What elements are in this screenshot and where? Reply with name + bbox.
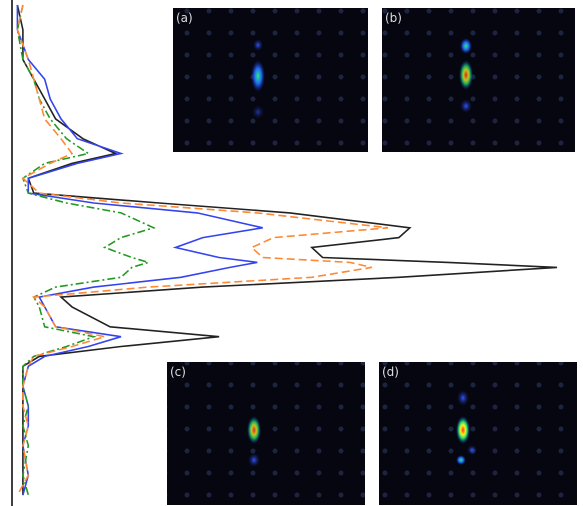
profile-line bbox=[16, 4, 156, 496]
inset-d: (d) bbox=[379, 362, 577, 505]
panel-label: (d) bbox=[382, 365, 399, 379]
profiles bbox=[16, 4, 558, 496]
panel-label: (c) bbox=[170, 365, 186, 379]
panel-label: (a) bbox=[176, 11, 193, 25]
inset-c: (c) bbox=[167, 362, 365, 505]
inset-a: (a) bbox=[173, 8, 368, 152]
inset-b: (b) bbox=[382, 8, 575, 152]
panel-label: (b) bbox=[385, 11, 402, 25]
profile-line bbox=[16, 4, 389, 496]
